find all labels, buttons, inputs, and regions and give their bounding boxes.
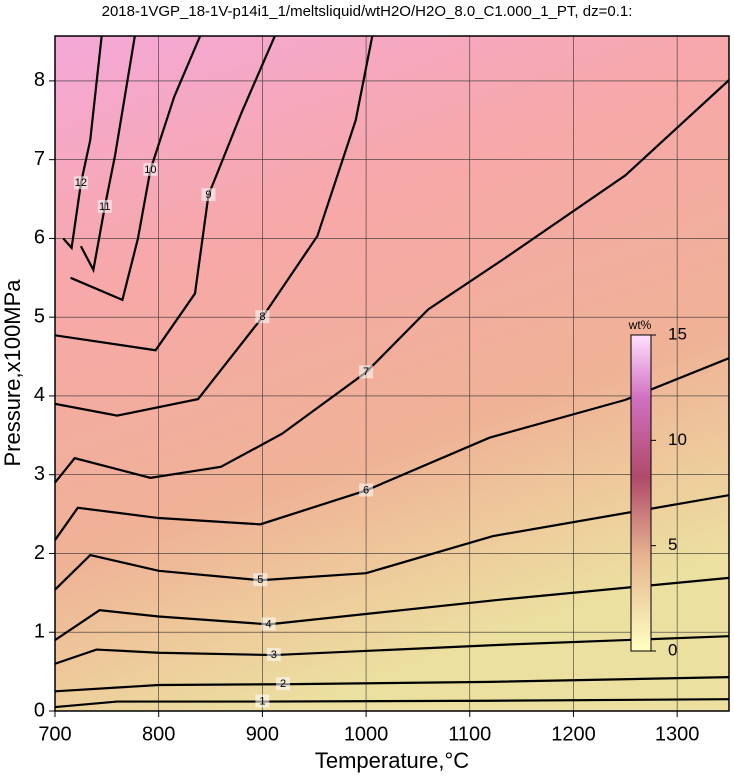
y-tick-label: 3 xyxy=(34,463,45,485)
colorbar-tick-label: 5 xyxy=(668,535,677,554)
contour-line xyxy=(55,36,276,352)
contour-label-bg xyxy=(261,617,276,631)
x-axis-label: Temperature,°C xyxy=(315,748,469,773)
contour-line xyxy=(55,357,729,541)
y-tick-label: 8 xyxy=(34,69,45,91)
contour-label-bg xyxy=(255,310,270,324)
contour-label: 9 xyxy=(205,189,211,201)
contour-label-bg xyxy=(253,573,268,587)
contour-label-bg xyxy=(73,176,88,190)
contour-label-bg xyxy=(97,199,112,213)
y-tick-label: 1 xyxy=(34,621,45,643)
y-tick-label: 4 xyxy=(34,384,45,406)
contour-label-bg xyxy=(255,694,270,708)
x-tick-label: 1100 xyxy=(448,723,491,745)
colorbar-tick-label: 15 xyxy=(668,324,687,343)
x-tick-label: 1200 xyxy=(551,723,596,745)
contour-label-bg xyxy=(359,483,374,497)
contour-label: 4 xyxy=(266,618,272,630)
contour-label: 1 xyxy=(259,695,265,707)
contour-label: 5 xyxy=(257,574,263,586)
x-tick-label: 1000 xyxy=(344,723,389,745)
y-tick-label: 6 xyxy=(34,227,45,249)
contour-label-bg xyxy=(359,365,374,379)
contour-label: 8 xyxy=(259,311,265,323)
colorbar-label: wt% xyxy=(628,318,652,332)
contour-label-bg xyxy=(266,648,281,662)
y-tick-label: 5 xyxy=(34,305,45,327)
contour-line xyxy=(70,36,202,302)
plot-background xyxy=(55,36,729,711)
colorbar-tick-label: 0 xyxy=(668,640,677,659)
contour-label: 12 xyxy=(75,177,87,189)
y-tick-label: 2 xyxy=(34,542,45,564)
chart-title: 2018-1VGP_18-1V-p14i1_1/meltsliquid/wtH2… xyxy=(102,3,633,20)
contour-label-bg xyxy=(201,188,216,202)
x-tick-label: 900 xyxy=(246,723,279,745)
y-axis-label: Pressure,x100MPa xyxy=(0,279,25,467)
x-tick-label: 700 xyxy=(38,723,71,745)
colorbar-tick-label: 10 xyxy=(668,430,687,449)
contour-label: 6 xyxy=(363,484,369,496)
contour-line xyxy=(55,79,729,484)
grid xyxy=(55,36,729,711)
contour-label-bg xyxy=(276,677,291,691)
contour-label: 10 xyxy=(144,164,156,176)
contour-label: 3 xyxy=(271,649,277,661)
y-tick-label: 7 xyxy=(34,148,45,170)
contour-line xyxy=(55,576,729,642)
contour-label: 11 xyxy=(99,201,110,213)
y-tick-label: 0 xyxy=(34,699,45,721)
colorbar xyxy=(630,334,652,652)
contour-label-bg xyxy=(143,162,158,176)
x-tick-label: 800 xyxy=(142,723,175,745)
x-tick-label: 1300 xyxy=(655,723,700,745)
contour-label: 2 xyxy=(280,678,286,690)
contour-line xyxy=(55,635,729,665)
contour-label: 7 xyxy=(363,366,369,378)
plot-frame xyxy=(54,35,730,712)
